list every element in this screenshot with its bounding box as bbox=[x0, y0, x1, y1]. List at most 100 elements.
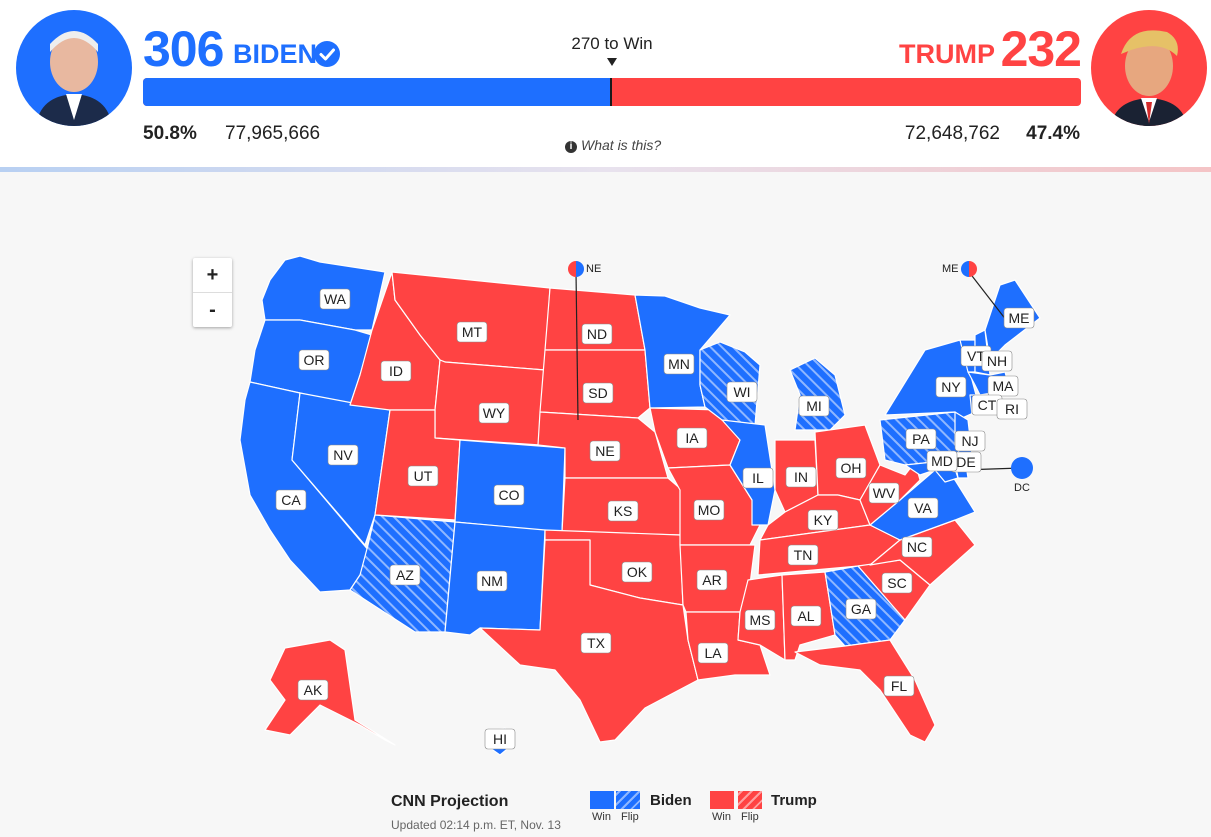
state-label-box bbox=[926, 450, 958, 472]
state-label-me: ME bbox=[1009, 310, 1030, 326]
state-label-wi: WI bbox=[733, 384, 750, 400]
state-label-il: IL bbox=[752, 470, 764, 486]
legend-biden-win-swatch bbox=[590, 791, 614, 809]
state-label-box bbox=[742, 467, 774, 489]
legend-trump-flip-swatch bbox=[738, 791, 762, 809]
state-label-box bbox=[981, 350, 1013, 372]
state-label-box bbox=[676, 427, 708, 449]
state-label-box bbox=[881, 572, 913, 594]
state-label-wv: WV bbox=[873, 485, 896, 501]
state-label-box bbox=[868, 482, 900, 504]
state-label-box bbox=[621, 561, 653, 583]
ne-split-indicator[interactable]: NE bbox=[568, 261, 601, 277]
state-label-box bbox=[787, 544, 819, 566]
state-label-box bbox=[478, 402, 510, 424]
me-split-indicator[interactable]: ME bbox=[942, 261, 977, 277]
state-label-id: ID bbox=[389, 363, 403, 379]
state-label-wy: WY bbox=[483, 405, 506, 421]
state-label-box bbox=[693, 499, 725, 521]
state-label-box bbox=[901, 536, 933, 558]
state-label-ny: NY bbox=[941, 379, 961, 395]
state-label-co: CO bbox=[499, 487, 520, 503]
biden-name: BIDEN bbox=[233, 39, 318, 69]
state-label-box bbox=[726, 381, 758, 403]
state-mi[interactable] bbox=[789, 357, 846, 431]
state-label-box bbox=[476, 570, 508, 592]
state-label-ne: NE bbox=[595, 443, 614, 459]
what-is-this-link[interactable]: i What is this? bbox=[565, 137, 661, 153]
trump-electoral-votes: 232 bbox=[1000, 21, 1082, 77]
state-label-box bbox=[883, 675, 915, 697]
legend-updated: Updated 02:14 p.m. ET, Nov. 13 bbox=[391, 818, 561, 832]
state-label-pa: PA bbox=[912, 431, 930, 447]
state-label-box bbox=[987, 375, 1019, 397]
legend-biden-label: Biden bbox=[650, 792, 692, 809]
state-label-box bbox=[907, 497, 939, 519]
state-label-box bbox=[996, 398, 1028, 420]
state-label-box bbox=[275, 489, 307, 511]
ne-callout-label: NE bbox=[586, 263, 601, 275]
state-wy[interactable] bbox=[434, 359, 546, 446]
state-label-nd: ND bbox=[587, 326, 607, 342]
state-label-ct: CT bbox=[978, 397, 997, 413]
state-label-nm: NM bbox=[481, 573, 503, 589]
legend-trump-flip-label: Flip bbox=[741, 811, 759, 823]
state-label-mi: MI bbox=[806, 398, 822, 414]
state-label-ca: CA bbox=[281, 492, 301, 508]
state-label-fl: FL bbox=[891, 678, 908, 694]
dc-indicator[interactable]: DC bbox=[1011, 457, 1033, 494]
state-labels: WA OR CA NV ID MT WY UT AZ CO NM ND SD NE KS OK TX MN IA MO… bbox=[275, 288, 1035, 750]
trump-popular-pct: 47.4% bbox=[1026, 123, 1080, 144]
state-label-ut: UT bbox=[414, 468, 433, 484]
legend-biden-win-label: Win bbox=[592, 811, 611, 823]
state-label-md: MD bbox=[931, 453, 953, 469]
state-fl[interactable] bbox=[794, 639, 936, 743]
to-win-arrow-icon bbox=[607, 58, 617, 66]
state-label-box bbox=[696, 569, 728, 591]
state-label-tn: TN bbox=[794, 547, 813, 563]
state-label-az: AZ bbox=[396, 567, 414, 583]
state-label-box bbox=[581, 323, 613, 345]
legend-biden-flip-swatch bbox=[616, 791, 640, 809]
state-label-mn: MN bbox=[668, 356, 690, 372]
biden-popular-pct: 50.8% bbox=[143, 123, 197, 144]
trump-popular-votes: 72,648,762 bbox=[904, 123, 1000, 144]
legend-trump-win-swatch bbox=[710, 791, 734, 809]
state-label-mo: MO bbox=[698, 502, 721, 518]
state-label-al: AL bbox=[797, 608, 814, 624]
270-marker bbox=[610, 78, 612, 106]
state-label-box bbox=[905, 428, 937, 450]
state-label-box bbox=[845, 598, 877, 620]
zoom-in-button[interactable]: + bbox=[193, 258, 232, 293]
zoom-out-button[interactable]: - bbox=[209, 299, 216, 321]
state-label-box bbox=[580, 632, 612, 654]
state-label-ms: MS bbox=[750, 612, 771, 628]
state-label-nc: NC bbox=[907, 539, 927, 555]
state-label-or: OR bbox=[304, 352, 325, 368]
state-label-oh: OH bbox=[841, 460, 862, 476]
state-label-va: VA bbox=[914, 500, 932, 516]
legend-trump-label: Trump bbox=[771, 792, 817, 809]
state-label-box bbox=[319, 288, 351, 310]
state-label-box bbox=[954, 430, 986, 452]
state-ak[interactable] bbox=[264, 639, 396, 746]
trump-avatar bbox=[1091, 10, 1207, 126]
state-label-box bbox=[790, 605, 822, 627]
header-divider bbox=[0, 167, 1211, 172]
legend-trump-win-label: Win bbox=[712, 811, 731, 823]
winner-check-icon bbox=[314, 41, 340, 67]
state-label-box bbox=[1003, 307, 1035, 329]
dc-callout-label: DC bbox=[1014, 482, 1030, 494]
results-header: 306 BIDEN TRUMP 232 270 to Win 50.8% 77,… bbox=[0, 0, 1211, 167]
biden-avatar bbox=[16, 10, 132, 126]
state-label-box bbox=[798, 395, 830, 417]
state-label-mt: MT bbox=[462, 324, 483, 340]
state-label-ks: KS bbox=[614, 503, 633, 519]
state-label-box bbox=[785, 466, 817, 488]
state-label-box bbox=[327, 444, 359, 466]
state-label-nj: NJ bbox=[961, 433, 978, 449]
state-label-ga: GA bbox=[851, 601, 872, 617]
state-label-ak: AK bbox=[304, 682, 323, 698]
state-label-ar: AR bbox=[702, 572, 721, 588]
state-label-sc: SC bbox=[887, 575, 906, 591]
